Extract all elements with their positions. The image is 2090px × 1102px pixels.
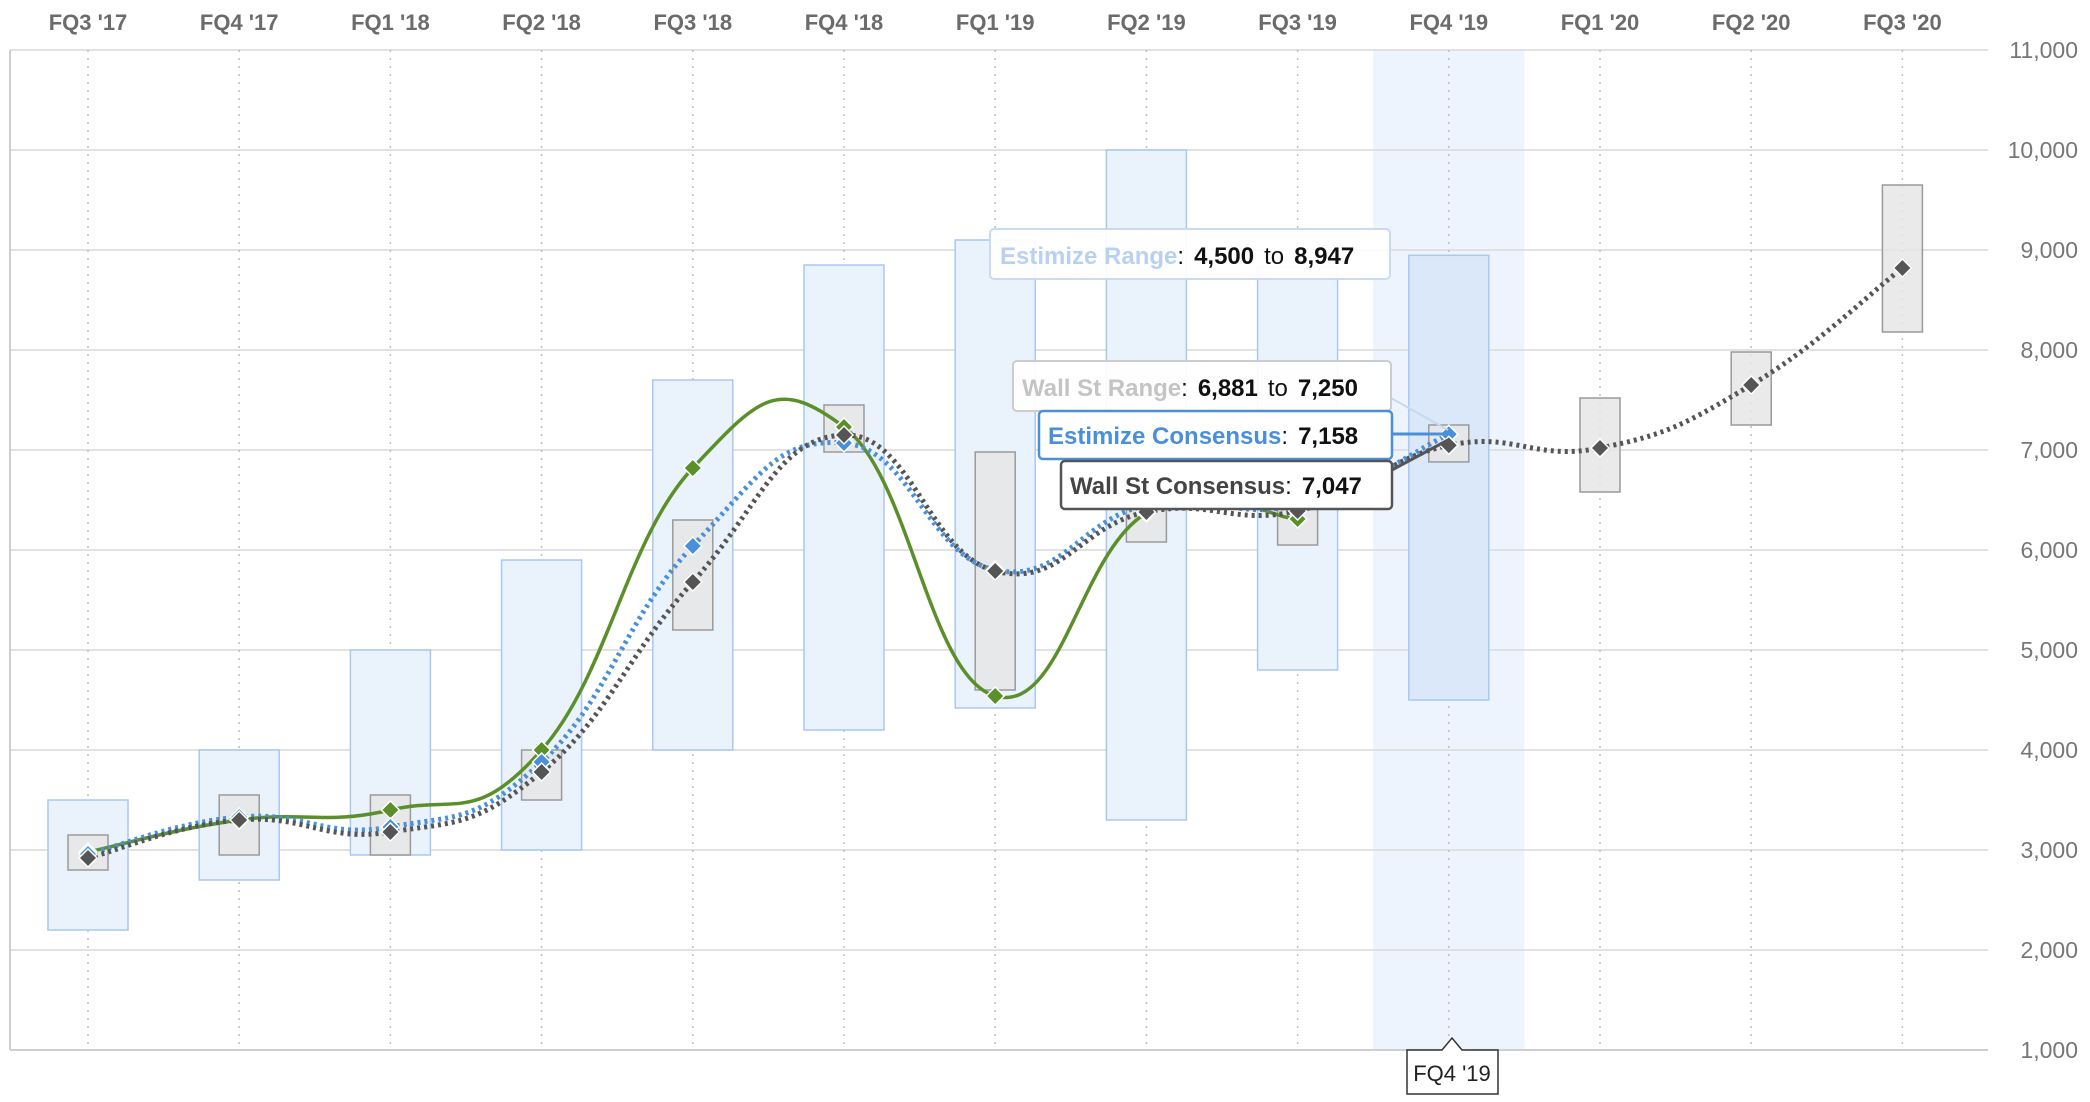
tooltip-estimize-range-sep: : <box>1177 243 1184 270</box>
tooltip-wallst-range-low: 6,881 <box>1198 375 1258 402</box>
x-tick-label: FQ3 '18 <box>653 10 732 35</box>
point-wall-st-consensus <box>985 560 1006 582</box>
estimize-range-box <box>500 559 583 851</box>
svg-text:Estimize Consensus:7,158: Estimize Consensus: 7,158 <box>1048 423 1358 450</box>
point-wall-st-consensus <box>833 424 855 446</box>
x-tick-label: FQ1 '19 <box>956 10 1035 35</box>
tooltip-wallst-consensus: Wall St Consensus: 7,047 <box>1059 459 1394 511</box>
x-tick-label: FQ1 '20 <box>1561 10 1640 35</box>
x-tick-label: FQ4 '19 <box>1409 10 1488 35</box>
tooltip-estimize-range-to: to <box>1264 243 1284 270</box>
x-tick-label: FQ1 '18 <box>351 10 430 35</box>
point-wall-st-consensus <box>1892 257 1913 279</box>
point-wall-st-consensus <box>1589 437 1611 459</box>
tooltip-estimize-consensus-label: Estimize Consensus <box>1048 423 1281 450</box>
tooltip-estimize-consensus: Estimize Consensus: 7,158 <box>1037 409 1394 461</box>
connector-wallst-range <box>1381 392 1449 431</box>
point-wall-st-consensus <box>380 821 401 843</box>
tooltip-wallst-range-high: 7,250 <box>1298 375 1358 402</box>
y-tick-label: 10,000 <box>2008 137 2078 163</box>
x-tick-label: FQ2 '19 <box>1107 10 1186 35</box>
tooltip-wallst-range-label: Wall St Range <box>1022 375 1181 402</box>
tooltip-wallst-consensus-value: 7,047 <box>1302 473 1362 500</box>
point-wall-st-consensus <box>682 571 703 593</box>
y-tick-label: 6,000 <box>2020 537 2078 563</box>
estimize-range-box <box>1408 254 1490 701</box>
y-tick-label: 11,000 <box>2009 37 2078 63</box>
x-tick-label: FQ2 '20 <box>1712 10 1791 35</box>
point-actual <box>985 685 1006 707</box>
point-wall-st-consensus <box>531 761 552 783</box>
point-wall-st-consensus <box>1741 374 1762 396</box>
tooltip-estimize-range-low: 4,500 <box>1194 243 1254 270</box>
x-tick-label: FQ3 '19 <box>1258 10 1337 35</box>
hover-category-label: FQ4 '19 <box>1406 1036 1499 1095</box>
y-tick-label: 2,000 <box>2020 937 2078 963</box>
svg-text:Wall St Consensus:7,047: Wall St Consensus: 7,047 <box>1070 473 1362 500</box>
tooltip-group: Estimize Range: 4,500 to 8,947 Wall St Rang… <box>989 228 1449 511</box>
y-tick-label: 4,000 <box>2020 737 2078 763</box>
x-tick-label: FQ3 '20 <box>1863 10 1942 35</box>
y-tick-label: 3,000 <box>2020 837 2078 863</box>
tooltip-estimize-consensus-sep: : <box>1281 423 1288 450</box>
point-actual <box>682 457 703 479</box>
y-tick-label: 9,000 <box>2020 237 2078 263</box>
tooltip-estimize-range-label: Estimize Range <box>1000 243 1177 270</box>
tooltip-wallst-consensus-label: Wall St Consensus <box>1070 473 1285 500</box>
series-line-wall-st-consensus <box>87 266 1904 861</box>
tooltip-estimize-range-high: 8,947 <box>1294 243 1354 270</box>
tooltip-wallst-range-sep: : <box>1181 375 1188 402</box>
connector-wallst-consensus <box>1391 438 1449 472</box>
x-tick-label: FQ4 '18 <box>805 10 884 35</box>
estimize-range-box <box>803 264 885 731</box>
x-tick-label: FQ3 '17 <box>49 10 128 35</box>
tooltip-wallst-range: Wall St Range: 6,881 to 7,250 <box>1012 360 1392 412</box>
x-tick-label: FQ4 '17 <box>200 10 279 35</box>
hover-label-text: FQ4 '19 <box>1413 1061 1491 1086</box>
point-wall-st-consensus <box>229 809 250 831</box>
series-line-actual <box>87 397 1298 854</box>
point-estimize-consensus <box>682 535 703 557</box>
y-tick-label: 7,000 <box>2020 437 2078 463</box>
tooltip-estimize-consensus-value: 7,158 <box>1298 423 1358 450</box>
wallst-range-box <box>1730 351 1772 426</box>
y-tick-label: 8,000 <box>2020 337 2078 363</box>
tooltip-wallst-range-to: to <box>1268 375 1288 402</box>
point-wall-st-consensus <box>77 847 99 869</box>
x-tick-label: FQ2 '18 <box>502 10 581 35</box>
y-tick-label: 5,000 <box>2020 637 2078 663</box>
y-tick-label: 1,000 <box>2020 1037 2078 1063</box>
tooltip-estimize-range: Estimize Range: 4,500 to 8,947 <box>989 228 1391 280</box>
tooltip-wallst-consensus-sep: : <box>1285 473 1292 500</box>
